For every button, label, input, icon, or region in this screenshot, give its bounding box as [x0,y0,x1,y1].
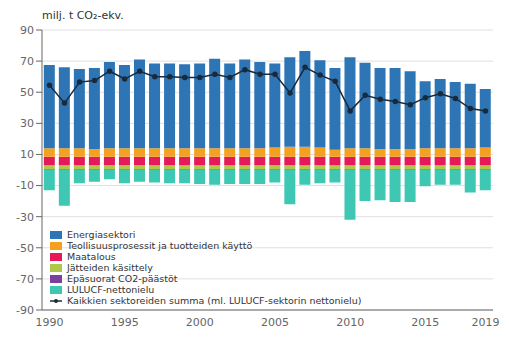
svg-text:-90: -90 [16,304,34,317]
svg-text:30: 30 [20,117,34,130]
svg-text:2019: 2019 [471,316,499,329]
svg-text:-30: -30 [16,211,34,224]
svg-text:2015: 2015 [411,316,439,329]
svg-text:70: 70 [20,55,34,68]
html-text:Kaikkien sektoreiden summa (ml: Kaikkien sektoreiden summa (ml. LULUCF-s… [67,295,362,306]
svg-text:2000: 2000 [186,316,214,329]
svg-text:90: 90 [20,24,34,37]
svg-text:1990: 1990 [36,316,64,329]
svg-text:-10: -10 [16,179,34,192]
svg-text:-70: -70 [16,273,34,286]
svg-text:10: 10 [20,148,34,161]
svg-text:50: 50 [20,86,34,99]
html-text:Jätteiden käsittely: Jätteiden käsittely [67,262,153,273]
html-text:milj. t CO₂-ekv.: milj. t CO₂-ekv. [42,9,124,22]
html-text:Teollisuusprosessit ja tuottei: Teollisuusprosessit ja tuotteiden käyttö [67,240,253,251]
svg-text:1995: 1995 [111,316,139,329]
html-text:LULUCF-nettonielu: LULUCF-nettonielu [67,284,155,295]
html-text:Maatalous: Maatalous [67,251,116,262]
svg-text:-50: -50 [16,242,34,255]
svg-text:2005: 2005 [261,316,289,329]
svg-text:2010: 2010 [336,316,364,329]
html-text:Epäsuorat CO2-päästöt: Epäsuorat CO2-päästöt [67,273,178,284]
html-text:Energiasektori: Energiasektori [67,229,136,240]
